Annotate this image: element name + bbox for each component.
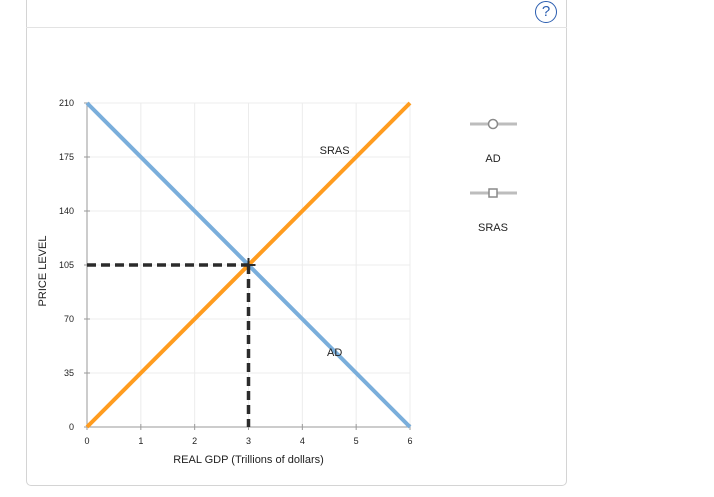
legend-label-sras: SRAS — [478, 222, 508, 234]
legend-marker-circle[interactable] — [487, 118, 499, 130]
x-tick-label-2: 2 — [192, 436, 197, 446]
panel-divider — [26, 27, 567, 28]
curve-labels: SRAS AD — [320, 145, 350, 359]
x-tick-label-0: 0 — [84, 436, 89, 446]
legend-label-ad: AD — [485, 153, 500, 165]
graph-panel — [26, 0, 567, 486]
y-tick-label-2: 70 — [64, 314, 74, 324]
x-tick-label-5: 5 — [354, 436, 359, 446]
x-tick-label-6: 6 — [407, 436, 412, 446]
y-tick-label-5: 175 — [59, 152, 74, 162]
legend[interactable]: AD SRAS — [470, 118, 517, 235]
x-tick-label-1: 1 — [138, 436, 143, 446]
tick-labels: 0 1 2 3 4 5 6 0 35 70 105 140 175 210 — [59, 98, 413, 446]
y-tick-label-4: 140 — [59, 206, 74, 216]
y-axis-title: PRICE LEVEL — [37, 236, 49, 307]
curve-label-ad: AD — [327, 347, 342, 359]
y-tick-label-0: 0 — [69, 422, 74, 432]
x-tick-label-4: 4 — [300, 436, 305, 446]
equilibrium-guides[interactable] — [87, 258, 256, 427]
legend-item-sras[interactable]: SRAS — [470, 188, 517, 234]
y-tick-label-6: 210 — [59, 98, 74, 108]
curve-label-sras: SRAS — [320, 145, 350, 157]
x-tick-label-3: 3 — [246, 436, 251, 446]
legend-item-ad[interactable]: AD — [470, 118, 517, 166]
help-button[interactable]: ? — [535, 1, 557, 23]
legend-marker-square[interactable] — [488, 188, 498, 198]
y-tick-label-1: 35 — [64, 368, 74, 378]
x-axis-title: REAL GDP (Trillions of dollars) — [173, 454, 324, 466]
y-tick-label-3: 105 — [59, 260, 74, 270]
